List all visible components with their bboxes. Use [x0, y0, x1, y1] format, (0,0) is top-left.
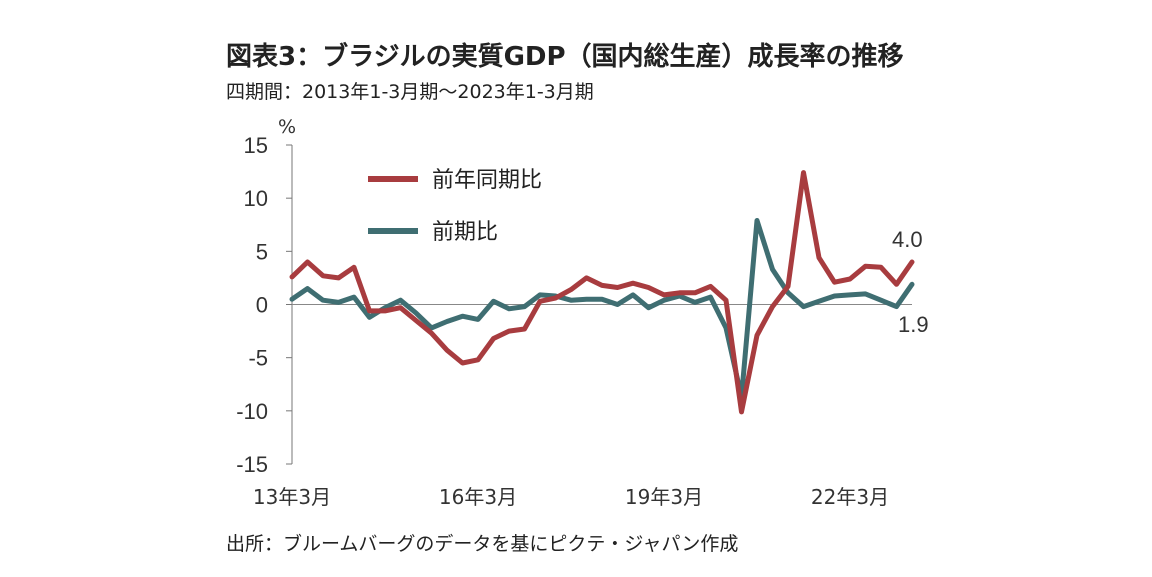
x-tick-label: 13年3月 — [253, 485, 331, 509]
y-tick-label: 0 — [256, 293, 268, 318]
x-tick-label: 19年3月 — [625, 485, 703, 509]
y-ticks: 15 10 5 0 -5 -10 -15 — [236, 133, 292, 477]
y-tick-label: 5 — [256, 239, 268, 264]
x-ticks: 13年3月 16年3月 19年3月 22年3月 — [253, 485, 889, 509]
legend-label-qoq: 前期比 — [432, 220, 498, 245]
end-label-yoy: 4.0 — [892, 227, 923, 252]
series-group — [289, 170, 915, 415]
x-tick-label: 16年3月 — [439, 485, 517, 509]
y-tick-label: -10 — [236, 399, 268, 424]
chart-subtitle: 四期間：2013年1-3月期～2023年1-3月期 — [226, 81, 594, 103]
y-axis-unit-label: % — [278, 116, 296, 138]
end-label-qoq: 1.9 — [898, 312, 929, 337]
series-line-qoq — [289, 218, 915, 400]
y-tick-label: 15 — [244, 133, 268, 158]
chart-title: 図表3：ブラジルの実質GDP（国内総生産）成長率の推移 — [226, 42, 904, 72]
y-tick-label: -5 — [248, 346, 268, 371]
legend-label-yoy: 前年同期比 — [432, 168, 542, 193]
y-tick-label: 10 — [244, 186, 268, 211]
series-line-yoy — [289, 170, 915, 415]
source-note: 出所：ブルームバーグのデータを基にピクテ・ジャパン作成 — [226, 533, 739, 555]
y-tick-label: -15 — [236, 452, 268, 477]
x-tick-label: 22年3月 — [811, 485, 889, 509]
legend: 前年同期比 前期比 — [368, 168, 542, 245]
